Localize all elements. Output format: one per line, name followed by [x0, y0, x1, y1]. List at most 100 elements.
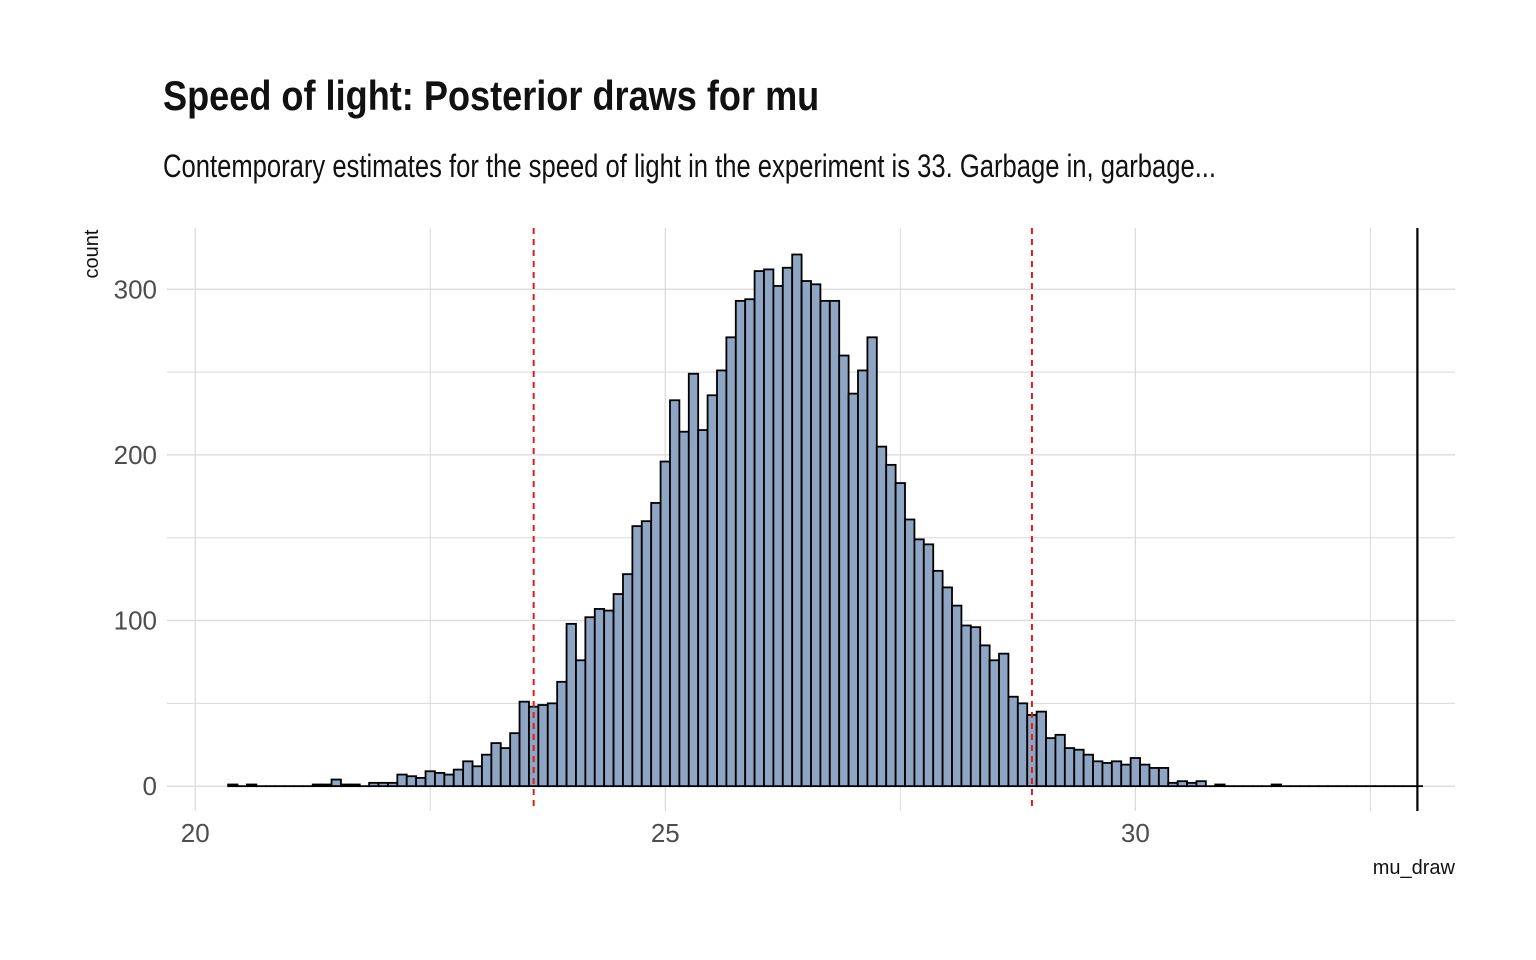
histogram-bar: [452, 768, 465, 788]
y-tick-label: 200: [114, 440, 157, 470]
histogram-bar: [584, 616, 596, 788]
histogram-bar: [988, 659, 1000, 788]
histogram-bar: [932, 569, 944, 788]
histogram-bar: [518, 700, 530, 788]
histogram-bar: [706, 394, 718, 788]
histogram-bar: [894, 482, 906, 788]
histogram-bar: [1082, 753, 1094, 788]
histogram-bar: [1101, 762, 1113, 788]
histogram-bar: [847, 392, 859, 788]
histogram-bar: [828, 299, 841, 788]
histogram-bar: [1035, 710, 1047, 788]
histogram-bar: [922, 543, 935, 788]
histogram-bar: [227, 783, 239, 788]
histogram-bar: [904, 518, 916, 788]
histogram-bar: [340, 783, 352, 788]
histogram-bar: [415, 776, 427, 788]
histogram-bar: [603, 609, 615, 788]
histogram-bar: [556, 680, 568, 788]
histogram-bar: [575, 659, 587, 788]
histogram-bar: [1120, 763, 1132, 788]
histogram-bar: [941, 586, 953, 788]
histogram-bar: [593, 608, 606, 788]
histogram-bar: [697, 429, 709, 788]
histogram-bar: [462, 760, 474, 788]
chart-title: Speed of light: Posterior draws for mu: [163, 72, 820, 119]
histogram-bar: [687, 372, 700, 788]
histogram-bar: [659, 460, 671, 788]
histogram-bar: [565, 622, 577, 788]
histogram-bar: [1139, 763, 1151, 788]
histogram-bar: [734, 299, 747, 788]
histogram-bar: [885, 463, 897, 788]
histogram-bar: [1214, 783, 1226, 788]
histogram-bar: [330, 778, 342, 788]
histogram-bar: [1045, 737, 1057, 788]
histogram-bar: [875, 445, 888, 788]
histogram-bar: [321, 783, 333, 788]
reference-lines: [532, 228, 1419, 811]
histogram-bar: [1092, 760, 1104, 788]
histogram-bar: [377, 781, 389, 788]
histogram-bar: [960, 624, 972, 788]
x-tick-label: 25: [651, 818, 680, 848]
histogram-bar: [311, 783, 324, 788]
histogram-bar: [951, 604, 963, 788]
histogram-bar: [772, 285, 784, 788]
histogram-bar: [349, 783, 361, 788]
histogram-bar: [1195, 780, 1207, 788]
histogram-bar: [622, 573, 634, 788]
x-axis-ticks: 20 25 30: [181, 818, 1150, 848]
histogram-bar: [650, 502, 662, 788]
x-axis-title: mu_draw: [1373, 857, 1456, 879]
histogram-bar: [800, 280, 812, 788]
histogram-bar: [1129, 757, 1141, 788]
histogram-bar: [1167, 781, 1179, 788]
histogram-bar: [998, 652, 1010, 788]
y-tick-label: 100: [114, 606, 157, 636]
histogram-bar: [716, 369, 728, 788]
x-tick-label: 30: [1121, 818, 1150, 848]
histogram-bar: [838, 354, 850, 788]
histogram-bar: [509, 732, 521, 788]
histogram-bar: [810, 283, 822, 788]
histogram-bar: [424, 770, 436, 788]
histogram-bar: [1054, 733, 1066, 788]
histogram-bar: [499, 747, 512, 788]
histogram-bar: [866, 336, 878, 788]
histogram-bar: [405, 775, 418, 788]
histogram-bar: [1186, 781, 1198, 788]
histogram-bar: [471, 765, 483, 788]
histogram-bar: [546, 702, 559, 788]
histogram-bar: [1270, 783, 1282, 788]
histogram-bars: [227, 253, 1423, 788]
x-tick-label: 20: [181, 818, 210, 848]
histogram-bar: [481, 753, 493, 788]
histogram-bar: [1157, 767, 1170, 788]
histogram-bar: [1176, 780, 1188, 788]
y-tick-label: 0: [143, 771, 157, 801]
y-tick-label: 300: [114, 274, 157, 304]
histogram-bar: [490, 742, 502, 788]
histogram-bar: [368, 781, 380, 788]
histogram-bar: [631, 525, 643, 788]
histogram-bar: [969, 626, 982, 788]
histogram-bar: [744, 298, 756, 788]
histogram-bar: [1063, 747, 1076, 788]
histogram-bar: [434, 772, 446, 788]
histogram-bar: [725, 336, 737, 788]
y-axis-title: count: [81, 229, 103, 278]
histogram-bar: [669, 399, 681, 788]
histogram-bar: [1148, 767, 1160, 788]
histogram-bar: [753, 270, 765, 788]
histogram-bar: [1007, 695, 1019, 788]
histogram-bar: [1073, 748, 1085, 788]
histogram-bar: [246, 783, 258, 788]
histogram-bar: [979, 644, 991, 788]
histogram-bar: [1016, 702, 1029, 788]
y-axis-ticks: 0 100 200 300: [114, 274, 157, 801]
histogram-bar: [1110, 760, 1123, 788]
chart-subtitle: Contemporary estimates for the speed of …: [163, 148, 1217, 184]
histogram-bar: [640, 520, 653, 788]
